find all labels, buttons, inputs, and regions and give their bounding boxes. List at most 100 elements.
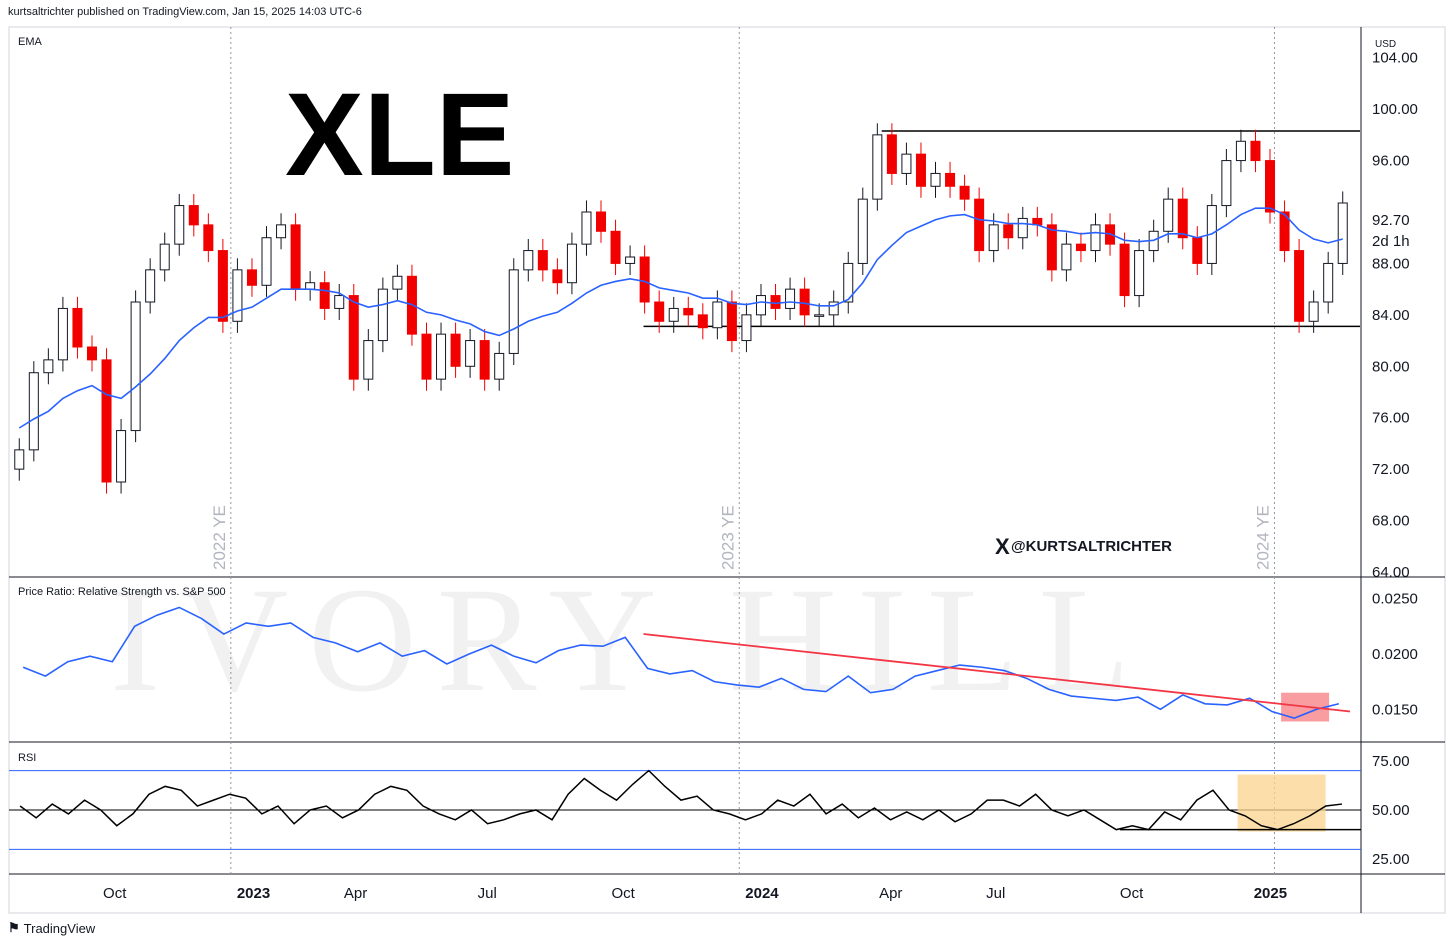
rsi-axis: 75.00 50.00 25.00 <box>1372 753 1410 868</box>
candle-body-81 <box>1192 237 1203 264</box>
candle-body-20 <box>305 282 316 290</box>
candle-body-45 <box>668 307 679 322</box>
candle-body-31 <box>465 340 476 367</box>
candle-body-0 <box>14 449 25 470</box>
ema-polyline <box>18 207 1343 429</box>
year-end-labels: 2022 YE 2023 YE 2024 YE <box>210 505 1273 570</box>
candle-body-25 <box>377 288 388 342</box>
candle-body-51 <box>755 295 766 316</box>
candle-body-46 <box>683 307 694 316</box>
rsi-line <box>9 769 1361 850</box>
price-tick-5: 80.00 <box>1372 358 1410 375</box>
candle-body-66 <box>974 198 985 252</box>
candle-body-63 <box>930 172 941 187</box>
footer: ⚑ TradingView <box>8 920 95 936</box>
ratio-trendline <box>643 633 1351 713</box>
candle-body-80 <box>1177 198 1188 239</box>
candle-body-13 <box>203 224 214 252</box>
candle-body-2 <box>43 359 54 374</box>
candle-body-30 <box>450 333 461 367</box>
candle-body-53 <box>785 288 796 309</box>
candle-body-54 <box>799 288 810 316</box>
candle-body-37 <box>552 269 563 284</box>
candle-body-73 <box>1075 243 1086 252</box>
candle-body-47 <box>697 314 708 329</box>
candle-body-77 <box>1134 250 1145 297</box>
candle-body-56 <box>828 301 839 316</box>
candle-body-4 <box>72 307 83 348</box>
price-tick-9: 64.00 <box>1372 564 1410 581</box>
price-tick-0: 104.00 <box>1372 50 1418 67</box>
candle-body-69 <box>1017 217 1028 239</box>
candle-body-91 <box>1337 202 1348 264</box>
candle-body-83 <box>1221 160 1232 207</box>
candle-body-11 <box>174 205 185 245</box>
candle-body-43 <box>639 256 650 303</box>
candle-body-40 <box>596 211 607 232</box>
time-tick-5: 2024 <box>745 885 779 902</box>
ratio-axis: 0.0250 0.0200 0.0150 <box>1372 591 1418 719</box>
candle-body-17 <box>261 237 272 286</box>
candle-body-32 <box>479 340 490 380</box>
candle-body-61 <box>901 153 912 174</box>
candle-body-60 <box>886 134 897 174</box>
candle-body-68 <box>1003 224 1014 239</box>
candle-body-90 <box>1323 262 1334 303</box>
candle-body-39 <box>581 211 592 245</box>
time-tick-2: Apr <box>344 885 367 902</box>
support-resistance-lines <box>643 130 1360 328</box>
time-tick-0: Oct <box>103 885 127 902</box>
price-tick-8: 68.00 <box>1372 513 1410 530</box>
ema-line <box>18 207 1343 429</box>
candle-body-9 <box>145 269 156 303</box>
candle-body-44 <box>654 301 665 322</box>
twitter-handle: @KURTSALTRICHTER <box>1011 538 1172 555</box>
candle-body-62 <box>915 153 926 187</box>
candle-body-19 <box>290 224 301 290</box>
candle-body-49 <box>726 301 737 342</box>
candle-body-48 <box>712 301 723 329</box>
ticker-title: XLE <box>285 69 515 201</box>
candle-body-85 <box>1250 140 1261 162</box>
rsi-tick-0: 75.00 <box>1372 753 1410 770</box>
candle-body-57 <box>843 262 854 303</box>
candle-body-86 <box>1265 160 1276 213</box>
price-tick-3: 88.00 <box>1372 255 1410 272</box>
candle-body-79 <box>1163 198 1174 232</box>
candle-body-35 <box>523 250 534 271</box>
candles <box>14 123 1348 494</box>
x-handle-watermark: X @KURTSALTRICHTER <box>995 534 1172 559</box>
candle-body-22 <box>334 295 345 309</box>
candle-body-6 <box>101 359 112 483</box>
time-axis: Oct 2023 Apr Jul Oct 2024 Apr Jul Oct 2025 <box>103 885 1287 902</box>
candle-body-84 <box>1235 140 1246 162</box>
currency-label: USD <box>1375 39 1396 50</box>
time-tick-6: Apr <box>879 885 902 902</box>
ratio-pane-title: Price Ratio: Relative Strength vs. S&P 5… <box>18 586 226 598</box>
candle-body-65 <box>959 185 970 200</box>
time-tick-8: Oct <box>1120 885 1144 902</box>
rsi-pane-title: RSI <box>18 752 36 764</box>
candle-body-7 <box>116 430 127 483</box>
candle-body-88 <box>1294 250 1305 322</box>
time-tick-3: Jul <box>478 885 497 902</box>
tradingview-logo-icon: ⚑ <box>8 920 20 935</box>
time-tick-7: Jul <box>986 885 1005 902</box>
rsi-tick-2: 25.00 <box>1372 851 1410 868</box>
candle-body-72 <box>1061 243 1072 271</box>
rsi-highlight-box <box>1237 774 1326 832</box>
candle-body-42 <box>625 256 636 264</box>
year-end-label-2: 2024 YE <box>1253 505 1272 570</box>
candle-body-50 <box>741 314 752 342</box>
time-tick-1: 2023 <box>237 885 270 902</box>
ratio-line <box>22 606 1351 722</box>
price-tick-2: 96.00 <box>1372 153 1410 170</box>
rsi-polyline <box>19 769 1343 831</box>
price-axis: 104.00 100.00 96.00 88.00 84.00 80.00 76.00 72.… <box>1372 50 1418 581</box>
ratio-tick-0: 0.0250 <box>1372 591 1418 608</box>
candle-body-1 <box>28 372 39 451</box>
candle-body-71 <box>1046 224 1057 271</box>
candle-body-23 <box>348 295 359 380</box>
candle-body-89 <box>1308 301 1319 322</box>
